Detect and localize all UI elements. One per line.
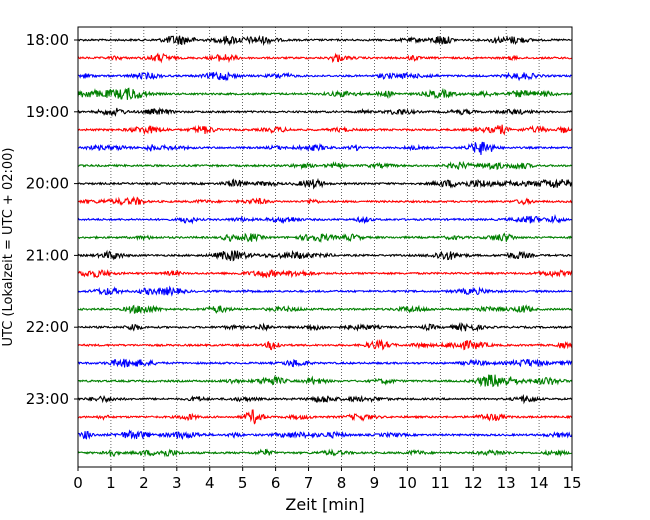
trace-1845 (77, 87, 573, 100)
y-tick-label: 18:00 (26, 31, 69, 49)
y-tick-label: 22:00 (26, 318, 69, 336)
trace-2000 (77, 177, 573, 190)
trace-2330 (77, 429, 573, 440)
x-tick-label: 10 (398, 474, 417, 492)
trace-1915 (77, 124, 573, 136)
x-tick-label: 13 (497, 474, 516, 492)
trace-1900 (77, 106, 573, 117)
trace-2045 (77, 232, 573, 244)
x-axis-label: Zeit [min] (285, 495, 364, 514)
trace-2230 (77, 358, 573, 368)
trace-2115 (77, 269, 573, 279)
trace-2315 (77, 409, 573, 425)
x-tick-label: 7 (304, 474, 314, 492)
trace-1945 (77, 160, 573, 171)
x-axis: 0 1 2 3 4 5 6 7 8 9 10 11 12 13 14 15 (73, 467, 582, 492)
trace-2200 (77, 321, 573, 333)
y-axis-label: UTC (Lokalzeit = UTC + 02:00) (1, 148, 16, 347)
trace-2300 (77, 394, 573, 405)
trace-2015 (77, 195, 573, 206)
trace-2145 (77, 304, 573, 315)
plot-frame (77, 26, 573, 468)
y-tick-label: 23:00 (26, 390, 69, 408)
x-tick-label: 4 (205, 474, 215, 492)
trace-1830 (77, 71, 573, 82)
trace-lines (77, 34, 573, 458)
x-tick-label: 14 (530, 474, 549, 492)
x-tick-label: 0 (73, 474, 83, 492)
x-tick-label: 2 (139, 474, 149, 492)
y-tick-label: 21:00 (26, 246, 69, 264)
trace-2215 (77, 338, 573, 351)
trace-2245 (77, 374, 573, 388)
x-tick-label: 12 (464, 474, 483, 492)
x-tick-label: 11 (431, 474, 450, 492)
x-tick-label: 6 (271, 474, 281, 492)
x-tick-label: 15 (562, 474, 581, 492)
x-tick-label: 9 (370, 474, 380, 492)
x-tick-label: 3 (172, 474, 182, 492)
x-tick-label: 8 (337, 474, 347, 492)
y-axis: 18:00 19:00 20:00 21:00 22:00 23:00 (26, 31, 78, 408)
trace-1930 (77, 141, 573, 155)
trace-1800 (77, 34, 573, 47)
trace-2100 (77, 249, 573, 262)
trace-2030 (77, 214, 573, 225)
trace-1815 (77, 52, 573, 64)
y-tick-label: 19:00 (26, 103, 69, 121)
x-tick-label: 5 (238, 474, 248, 492)
trace-2130 (77, 285, 573, 297)
y-tick-label: 20:00 (26, 175, 69, 193)
trace-2345 (77, 448, 573, 458)
x-tick-label: 1 (106, 474, 116, 492)
